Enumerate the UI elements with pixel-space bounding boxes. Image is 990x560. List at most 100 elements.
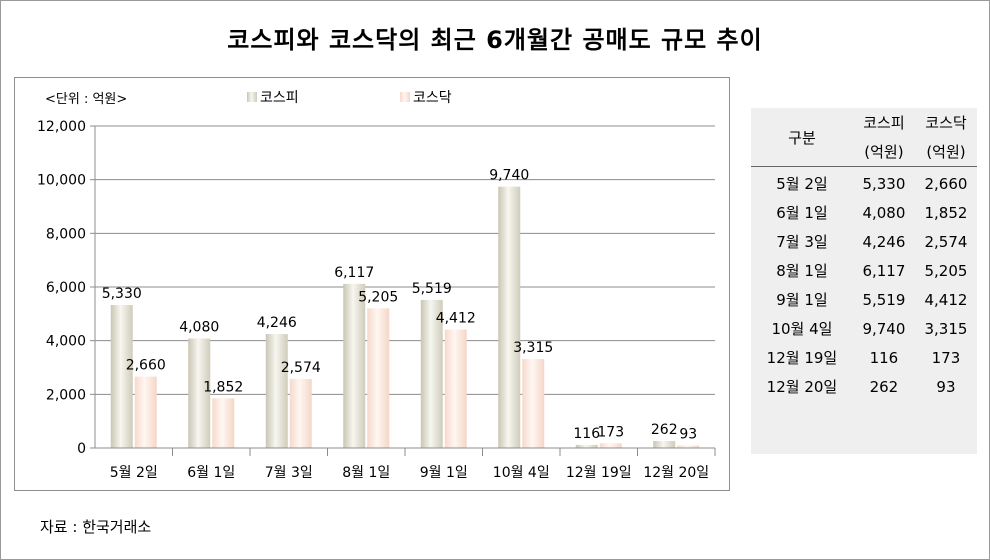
bar-kospi xyxy=(420,299,443,448)
bar-kospi xyxy=(498,186,521,448)
table-cell-kospi: 262 xyxy=(869,377,899,396)
table-cell-kospi: 5,330 xyxy=(862,174,906,193)
legend-label: 코스닥 xyxy=(413,90,452,106)
source-note: 자료 : 한국거래소 xyxy=(40,518,152,536)
header-kosdaq: 코스닥 xyxy=(925,114,967,132)
table-cell-kosdaq: 2,660 xyxy=(924,174,968,193)
data-label: 5,519 xyxy=(412,281,452,297)
table-cell-kosdaq: 3,315 xyxy=(924,319,968,338)
data-label: 93 xyxy=(679,427,697,443)
table-cell-kosdaq: 1,852 xyxy=(924,203,968,222)
y-tick-label: 6,000 xyxy=(46,280,86,296)
x-axis: 5월 2일 6월 1일 7월 3일 8월 1일 9월 1일 10월 4일 12월 19일 12… xyxy=(95,447,716,481)
data-table: 구분 코스피 코스닥 (억원) (억원) 5월 2일 5,330 2,660 6월 1… xyxy=(751,108,977,401)
data-label: 5,330 xyxy=(102,286,142,302)
table-cell-kosdaq: 5,205 xyxy=(924,261,968,280)
page-title: 코스피와 코스닥의 최근 6개월간 공매도 규모 추이 xyxy=(227,26,763,54)
legend-swatch xyxy=(400,92,410,102)
table-cell-kospi: 9,740 xyxy=(862,319,906,338)
data-label: 4,412 xyxy=(436,311,476,327)
table-cell-date: 6월 1일 xyxy=(776,204,828,222)
data-label: 2,574 xyxy=(281,360,321,376)
y-tick-label: 10,000 xyxy=(37,173,86,189)
data-label: 4,080 xyxy=(179,320,219,336)
bar-kosdaq xyxy=(367,308,390,448)
table-cell-kosdaq: 93 xyxy=(936,377,956,396)
y-tick-label: 4,000 xyxy=(46,334,86,350)
data-label: 5,205 xyxy=(358,289,398,305)
bar-kospi xyxy=(653,440,676,448)
data-label: 4,246 xyxy=(257,315,297,331)
bar-kosdaq xyxy=(289,378,312,448)
table-cell-kosdaq: 173 xyxy=(931,348,961,367)
table-row: 6월 1일 4,080 1,852 xyxy=(751,198,977,227)
table-cell-kospi: 4,080 xyxy=(862,203,906,222)
table-row: 5월 2일 5,330 2,660 xyxy=(751,169,977,198)
table-cell-date: 8월 1일 xyxy=(776,262,828,280)
bar-kospi xyxy=(188,338,211,448)
y-tick-label: 12,000 xyxy=(37,119,86,135)
data-label: 6,117 xyxy=(334,265,374,281)
data-table-panel: 구분 코스피 코스닥 (억원) (억원) 5월 2일 5,330 2,660 6월 1… xyxy=(751,108,977,454)
data-label: 3,315 xyxy=(513,340,553,356)
table-cell-date: 12월 20일 xyxy=(766,378,838,396)
table-cell-kosdaq: 4,412 xyxy=(924,290,968,309)
table-cell-kospi: 116 xyxy=(869,348,899,367)
x-tick-label: 10월 4일 xyxy=(493,465,550,481)
table-cell-kospi: 4,246 xyxy=(862,232,906,251)
data-label: 9,740 xyxy=(489,168,529,184)
y-axis: 0 2,000 4,000 6,000 8,000 10,000 12,000 xyxy=(37,119,96,457)
table-row: 9월 1일 5,519 4,412 xyxy=(751,285,977,314)
data-label: 116 xyxy=(573,426,600,442)
bar-kospi xyxy=(110,304,133,448)
table-cell-date: 10월 4일 xyxy=(771,320,833,338)
x-tick-label: 12월 20일 xyxy=(643,465,709,481)
x-tick-label: 8월 1일 xyxy=(342,465,390,481)
bar-kosdaq xyxy=(444,329,467,448)
chart-container: <단위 : 억원> 코스피 코스닥 0 2,000 4,000 6,000 8,000 10… xyxy=(14,77,730,491)
table-header-row-2: (억원) (억원) xyxy=(751,137,977,167)
x-tick-label: 5월 2일 xyxy=(110,465,158,481)
x-tick-label: 9월 1일 xyxy=(420,465,468,481)
table-row: 8월 1일 6,117 5,205 xyxy=(751,256,977,285)
data-label: 173 xyxy=(597,424,624,440)
bar-kospi xyxy=(265,334,288,448)
header-kospi-unit: (억원) xyxy=(864,143,904,161)
table-row: 12월 19일 116 173 xyxy=(751,343,977,372)
legend: 코스피 코스닥 xyxy=(247,90,452,106)
header-category: 구분 xyxy=(788,128,816,147)
table-cell-date: 12월 19일 xyxy=(766,349,838,367)
table-cell-kospi: 6,117 xyxy=(862,261,906,280)
table-cell-date: 7월 3일 xyxy=(776,233,828,251)
bar-kosdaq xyxy=(134,376,157,448)
legend-label: 코스피 xyxy=(260,90,299,106)
bar-kosdaq xyxy=(599,443,622,448)
header-kosdaq-unit: (억원) xyxy=(926,143,966,161)
x-tick-label: 12월 19일 xyxy=(566,465,632,481)
table-row: 10월 4일 9,740 3,315 xyxy=(751,314,977,343)
bar-kospi xyxy=(575,444,598,448)
data-label: 262 xyxy=(651,422,678,438)
header-kospi: 코스피 xyxy=(863,114,905,132)
bar-chart: <단위 : 억원> 코스피 코스닥 0 2,000 4,000 6,000 8,000 10… xyxy=(37,90,716,481)
table-cell-kosdaq: 2,574 xyxy=(924,232,968,251)
bar-kosdaq xyxy=(212,398,235,448)
table-header-row-1: 구분 코스피 코스닥 xyxy=(751,108,977,147)
bar-kosdaq xyxy=(677,445,700,448)
x-tick-label: 7월 3일 xyxy=(265,465,313,481)
y-tick-label: 8,000 xyxy=(46,226,86,242)
y-tick-label: 2,000 xyxy=(46,387,86,403)
table-cell-date: 9월 1일 xyxy=(776,291,828,309)
bars: 5,330 2,660 4,080 1,852 4,246 2,574 6,117 5,205… xyxy=(102,168,700,448)
bar-kosdaq xyxy=(522,359,545,448)
table-cell-date: 5월 2일 xyxy=(776,175,828,193)
data-label: 2,660 xyxy=(126,358,166,374)
bar-kospi xyxy=(343,283,366,448)
gridlines xyxy=(95,125,715,449)
y-tick-label: 0 xyxy=(77,441,86,457)
table-cell-kospi: 5,519 xyxy=(862,290,906,309)
unit-label: <단위 : 억원> xyxy=(45,92,127,107)
table-row: 7월 3일 4,246 2,574 xyxy=(751,227,977,256)
table-row: 12월 20일 262 93 xyxy=(751,372,977,401)
data-label: 1,852 xyxy=(203,379,243,395)
